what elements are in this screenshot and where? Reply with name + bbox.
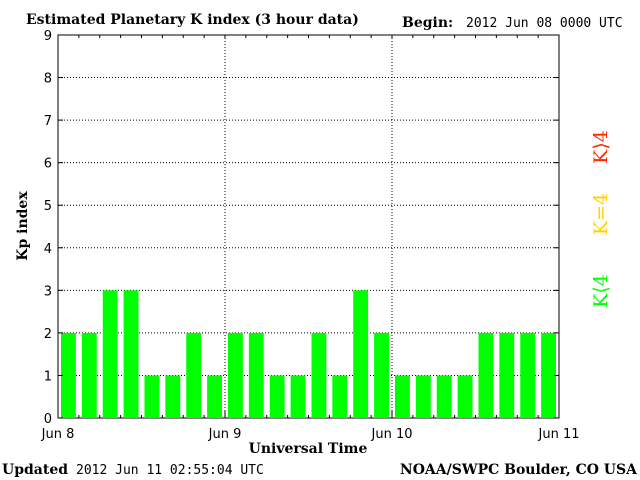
kp-bar <box>499 332 515 418</box>
kp-bar <box>269 375 285 418</box>
y-tick-label: 8 <box>44 72 52 87</box>
kp-bar <box>123 290 139 418</box>
legend-low: K⟨4 <box>590 274 612 308</box>
kp-bar <box>478 332 494 418</box>
chart-title: Estimated Planetary K index (3 hour data… <box>26 12 359 28</box>
x-tick-label: Jun 8 <box>41 427 75 442</box>
y-tick-label: 3 <box>44 284 52 299</box>
updated-label: Updated <box>2 462 68 478</box>
y-tick-label: 4 <box>44 242 52 257</box>
y-tick-label: 6 <box>44 157 52 172</box>
x-tick-label: Jun 9 <box>208 427 242 442</box>
y-tick-label: 9 <box>44 29 52 44</box>
begin-label: Begin: <box>402 15 453 31</box>
kp-bar <box>228 332 243 418</box>
y-tick-label: 1 <box>44 369 52 384</box>
kp-bar <box>332 375 348 418</box>
kp-bar <box>102 290 118 418</box>
x-tick-label: Jun 11 <box>538 427 580 442</box>
y-axis-label: Kp index <box>15 191 31 261</box>
kp-bar <box>457 375 473 418</box>
kp-bar <box>415 375 431 418</box>
vertical-gridlines <box>224 35 393 418</box>
kp-bar <box>186 332 202 418</box>
kp-bar <box>165 375 181 418</box>
kp-bar <box>436 375 452 418</box>
y-tick-label: 0 <box>44 412 52 427</box>
x-tick-label: Jun 10 <box>371 427 413 442</box>
y-tick-label: 5 <box>44 199 52 214</box>
kp-bar <box>144 375 160 418</box>
y-tick-label: 7 <box>44 114 52 129</box>
kp-bar <box>248 332 264 418</box>
kp-bar <box>81 332 97 418</box>
kp-bar <box>353 290 369 418</box>
kp-bar <box>207 375 222 418</box>
kp-bar <box>520 332 536 418</box>
kp-bar <box>541 332 556 418</box>
kp-bar <box>290 375 306 418</box>
y-tick-label: 2 <box>44 327 52 342</box>
kp-bars <box>61 290 556 418</box>
updated-value: 2012 Jun 11 02:55:04 UTC <box>76 463 264 478</box>
kp-bar <box>395 375 410 418</box>
kp-bar <box>374 332 389 418</box>
legend-high: K⟩4 <box>590 130 612 164</box>
source-credit: NOAA/SWPC Boulder, CO USA <box>400 462 638 478</box>
kp-bar <box>311 332 327 418</box>
horizontal-gridlines <box>58 77 559 376</box>
x-axis-label: Universal Time <box>249 441 368 457</box>
begin-value: 2012 Jun 08 0000 UTC <box>466 16 623 31</box>
y-ticks: 0 1 2 3 4 5 6 7 8 9 <box>44 29 559 427</box>
x-ticks: Jun 8 Jun 9 Jun 10 Jun 11 <box>41 35 580 442</box>
kp-bar <box>61 332 76 418</box>
legend-mid: K=4 <box>590 193 612 235</box>
